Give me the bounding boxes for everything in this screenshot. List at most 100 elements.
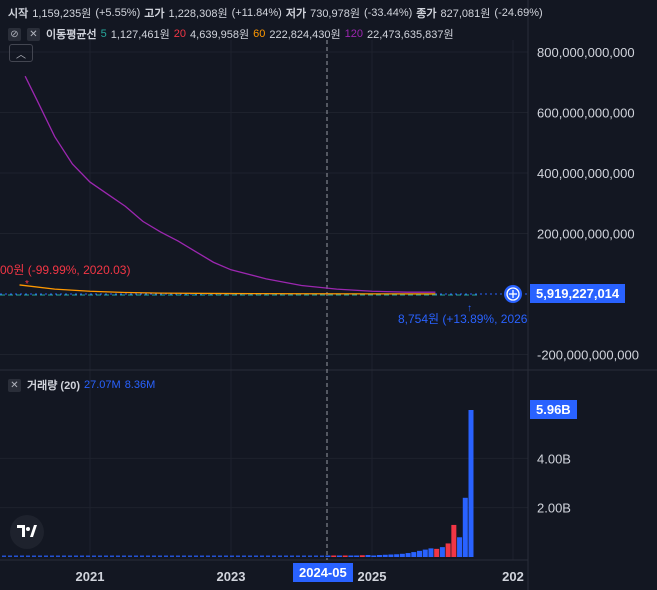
ma-label: 이동평균선	[46, 29, 97, 41]
volume-bar	[56, 555, 60, 557]
low-value: 730,978원	[310, 8, 360, 20]
volume-bar	[32, 555, 36, 557]
volume-bar	[320, 555, 324, 557]
tradingview-logo-icon	[17, 525, 37, 537]
last-price-tag: 5,919,227,014	[530, 284, 626, 303]
volume-bar	[302, 555, 306, 557]
volume-bar	[308, 555, 312, 557]
visibility-icon[interactable]: ⊘	[8, 27, 21, 41]
collapse-legend-button[interactable]: ︿	[9, 44, 33, 62]
price-tick-label: -200,000,000,000	[537, 348, 639, 363]
close-change: (-24.69%)	[494, 7, 543, 19]
volume-bar	[468, 410, 474, 557]
volume-bar	[38, 555, 42, 557]
ma-period-60: 60	[253, 28, 266, 40]
volume-bar	[434, 548, 440, 557]
volume-bar	[422, 549, 428, 557]
price-series	[0, 75, 480, 296]
volume-bar	[417, 550, 423, 557]
volume-bar	[342, 555, 348, 557]
open-value: 1,159,235원	[32, 8, 92, 20]
time-tick-label: 2025	[358, 569, 387, 584]
price-tick-label: 400,000,000,000	[537, 166, 635, 181]
volume-bar	[200, 555, 204, 557]
volume-bar	[68, 555, 72, 557]
volume-bar	[212, 555, 216, 557]
ohlc-legend: 시작 1,159,235원 (+5.55%) 고가 1,228,308원 (+1…	[8, 5, 547, 21]
volume-bar	[236, 555, 240, 557]
volume-value-2: 8.36M	[124, 379, 156, 391]
volume-bar	[152, 555, 156, 557]
volume-bar	[80, 555, 84, 557]
volume-bar	[411, 552, 417, 557]
volume-bar	[242, 555, 246, 557]
open-label: 시작	[8, 8, 29, 20]
volume-bar	[194, 555, 198, 557]
volume-bar	[110, 555, 114, 557]
volume-bar	[272, 555, 276, 557]
volume-bar	[140, 555, 144, 557]
volume-tick-label: 2.00B	[537, 501, 571, 516]
volume-bar	[325, 555, 331, 557]
ma-value-120: 22,473,635,837원	[367, 29, 454, 41]
volume-bar	[170, 555, 174, 557]
volume-tick-label: 4.00B	[537, 451, 571, 466]
time-tick-label: 2021	[76, 569, 105, 584]
volume-bar	[254, 555, 258, 557]
high-arrow: *	[25, 279, 29, 290]
volume-bar	[74, 555, 78, 557]
ma-legend: ⊘ ✕ 이동평균선 5 1,127,461원 20 4,639,958원 60 …	[8, 26, 458, 42]
volume-bar	[20, 555, 24, 557]
ma-period-120: 120	[344, 28, 364, 40]
volume-bar	[128, 555, 132, 557]
volume-legend: ✕ 거래량 (20) 27.07M 8.36M	[8, 377, 159, 393]
grid-lines	[0, 40, 528, 560]
ma-60-line	[19, 284, 436, 295]
volume-bar	[206, 555, 210, 557]
volume-bar	[260, 555, 264, 557]
volume-bar	[457, 537, 463, 557]
crosshair-date-label: 2024-05	[293, 563, 353, 582]
volume-bar	[382, 554, 388, 557]
volume-bar	[439, 547, 445, 557]
volume-bar	[230, 555, 234, 557]
low-label: 저가	[285, 8, 307, 20]
high-value: 1,228,308원	[168, 8, 228, 20]
volume-bar	[248, 555, 252, 557]
volume-bar	[86, 555, 90, 557]
axis-labels: 800,000,000,000 600,000,000,000 400,000,00…	[76, 45, 639, 584]
volume-bar	[331, 555, 337, 557]
volume-bar	[188, 555, 192, 557]
volume-bar	[290, 555, 294, 557]
ma-value-5: 1,127,461원	[110, 29, 170, 41]
volume-bar	[104, 555, 108, 557]
volume-bar	[266, 555, 270, 557]
close-value: 827,081원	[440, 8, 491, 20]
price-tick-label: 800,000,000,000	[537, 45, 635, 60]
volume-bar	[44, 555, 48, 557]
open-change: (+5.55%)	[95, 7, 141, 19]
volume-bar	[284, 555, 288, 557]
volume-bar	[405, 553, 411, 557]
close-icon[interactable]: ✕	[8, 378, 21, 392]
volume-bar	[218, 555, 222, 557]
ma-value-60: 222,824,430원	[269, 29, 341, 41]
volume-bar	[336, 555, 342, 557]
volume-bar	[116, 555, 120, 557]
volume-bar	[354, 555, 360, 557]
add-alert-button[interactable]	[504, 285, 522, 303]
volume-bar	[394, 554, 400, 557]
ma-period-5: 5	[100, 28, 107, 40]
close-icon[interactable]: ✕	[27, 27, 40, 41]
ma-period-20: 20	[173, 28, 187, 40]
close-label: 종가	[416, 8, 437, 20]
volume-bars	[2, 410, 474, 557]
volume-bar	[359, 555, 365, 557]
tradingview-logo[interactable]	[10, 515, 44, 549]
ma-120-line	[24, 75, 436, 293]
volume-bar	[182, 555, 186, 557]
high-label: 고가	[144, 8, 165, 20]
volume-bar	[445, 543, 451, 557]
volume-bar	[399, 553, 405, 557]
